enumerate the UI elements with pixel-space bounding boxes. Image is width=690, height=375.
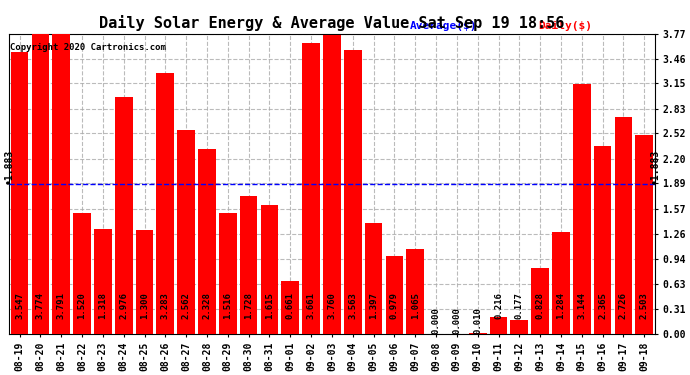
Text: 0.979: 0.979 <box>390 292 399 319</box>
Text: 0.010: 0.010 <box>473 307 482 334</box>
Bar <box>94 229 112 334</box>
Bar <box>73 213 91 334</box>
Bar <box>136 230 153 334</box>
Text: 1.284: 1.284 <box>557 292 566 319</box>
Bar <box>635 135 653 334</box>
Text: 3.563: 3.563 <box>348 292 357 319</box>
Text: 1.397: 1.397 <box>369 292 378 319</box>
Text: 1.520: 1.520 <box>77 292 86 319</box>
Bar <box>11 52 28 334</box>
Bar <box>177 130 195 334</box>
Title: Daily Solar Energy & Average Value Sat Sep 19 18:56: Daily Solar Energy & Average Value Sat S… <box>99 15 564 32</box>
Text: 2.976: 2.976 <box>119 292 128 319</box>
Text: 3.283: 3.283 <box>161 292 170 319</box>
Text: 0.177: 0.177 <box>515 292 524 319</box>
Bar <box>261 206 278 334</box>
Bar <box>344 50 362 334</box>
Text: 1.728: 1.728 <box>244 292 253 319</box>
Bar <box>323 35 341 334</box>
Bar <box>115 97 132 334</box>
Bar <box>573 84 591 334</box>
Text: Copyright 2020 Cartronics.com: Copyright 2020 Cartronics.com <box>10 43 166 52</box>
Text: 3.661: 3.661 <box>306 292 315 319</box>
Text: 0.000: 0.000 <box>453 307 462 334</box>
Bar <box>552 232 570 334</box>
Text: 1.300: 1.300 <box>140 292 149 319</box>
Text: 1.615: 1.615 <box>265 292 274 319</box>
Bar <box>531 268 549 334</box>
Bar <box>365 223 382 334</box>
Text: 2.328: 2.328 <box>202 292 212 319</box>
Bar <box>615 117 632 334</box>
Bar <box>490 316 507 334</box>
Text: 2.503: 2.503 <box>640 292 649 319</box>
Text: 3.774: 3.774 <box>36 292 45 319</box>
Bar <box>198 148 216 334</box>
Text: 0.000: 0.000 <box>431 307 440 334</box>
Bar <box>157 73 174 334</box>
Text: 2.365: 2.365 <box>598 292 607 319</box>
Text: 1.065: 1.065 <box>411 292 420 319</box>
Text: 3.760: 3.760 <box>328 292 337 319</box>
Bar <box>594 146 611 334</box>
Text: 0.216: 0.216 <box>494 292 503 319</box>
Text: •1.883: •1.883 <box>650 149 660 184</box>
Text: 1.516: 1.516 <box>224 292 233 319</box>
Bar <box>52 32 70 334</box>
Text: •1.883: •1.883 <box>4 149 14 184</box>
Bar <box>282 281 299 334</box>
Bar <box>219 213 237 334</box>
Text: Daily($): Daily($) <box>538 21 593 31</box>
Bar <box>469 333 486 334</box>
Text: 3.791: 3.791 <box>57 292 66 319</box>
Bar <box>511 320 528 334</box>
Bar <box>302 43 320 334</box>
Text: 1.318: 1.318 <box>99 292 108 319</box>
Text: 0.661: 0.661 <box>286 292 295 319</box>
Text: 3.144: 3.144 <box>578 292 586 319</box>
Bar <box>32 34 49 334</box>
Bar <box>386 256 403 334</box>
Text: 3.547: 3.547 <box>15 292 24 319</box>
Bar <box>406 249 424 334</box>
Text: 2.562: 2.562 <box>181 292 190 319</box>
Text: 2.726: 2.726 <box>619 292 628 319</box>
Bar <box>240 196 257 334</box>
Text: 0.828: 0.828 <box>535 292 544 319</box>
Text: Average($): Average($) <box>409 21 477 31</box>
